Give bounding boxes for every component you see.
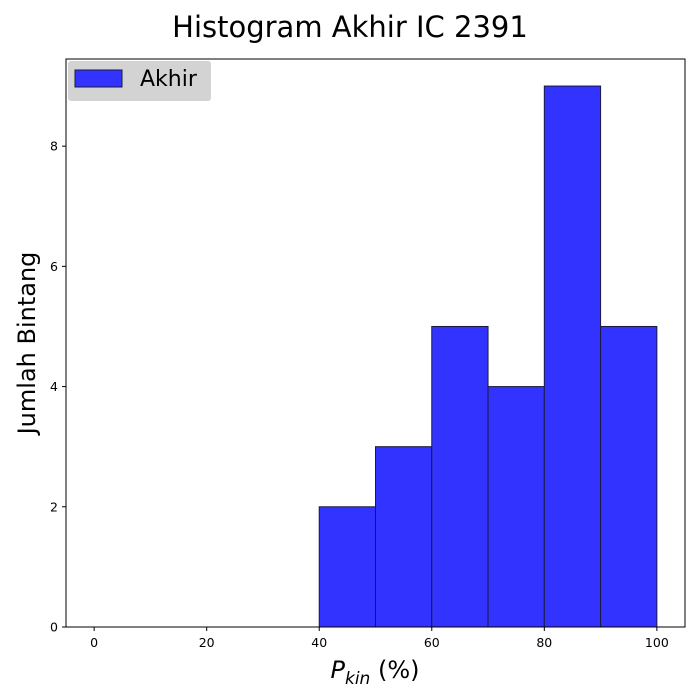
y-tick-label: 0 [50, 620, 58, 635]
x-tick-label: 100 [645, 635, 669, 650]
legend-label: Akhir [140, 67, 198, 92]
x-axis-label: Pkin (%) [331, 656, 420, 689]
histogram-bar-50-60 [375, 446, 433, 628]
plot-area: 0 20 40 60 80 100 0 2 4 6 8 [50, 85, 669, 650]
legend: Akhir [68, 61, 211, 101]
y-tick-label: 6 [50, 259, 58, 274]
x-tick-label: 20 [199, 635, 215, 650]
y-tick-label: 4 [50, 379, 58, 394]
x-tick-label: 40 [311, 635, 327, 650]
plot-frame [65, 58, 686, 628]
x-tick-label: 60 [424, 635, 440, 650]
histogram-bar-80-90 [543, 85, 602, 628]
chart-title: Histogram Akhir IC 2391 [172, 10, 528, 44]
y-tick-label: 2 [50, 499, 58, 514]
histogram-bar-60-70 [431, 325, 489, 628]
histogram-bar-90-100 [600, 325, 658, 628]
histogram-bar-40-50 [318, 506, 376, 628]
legend-swatch [74, 69, 123, 88]
y-axis-label: Jumlah Bintang [13, 252, 41, 437]
x-tick-label: 80 [536, 635, 552, 650]
histogram-bar-70-80 [487, 386, 545, 628]
y-tick-label: 8 [50, 139, 58, 154]
x-tick-label: 0 [90, 635, 98, 650]
